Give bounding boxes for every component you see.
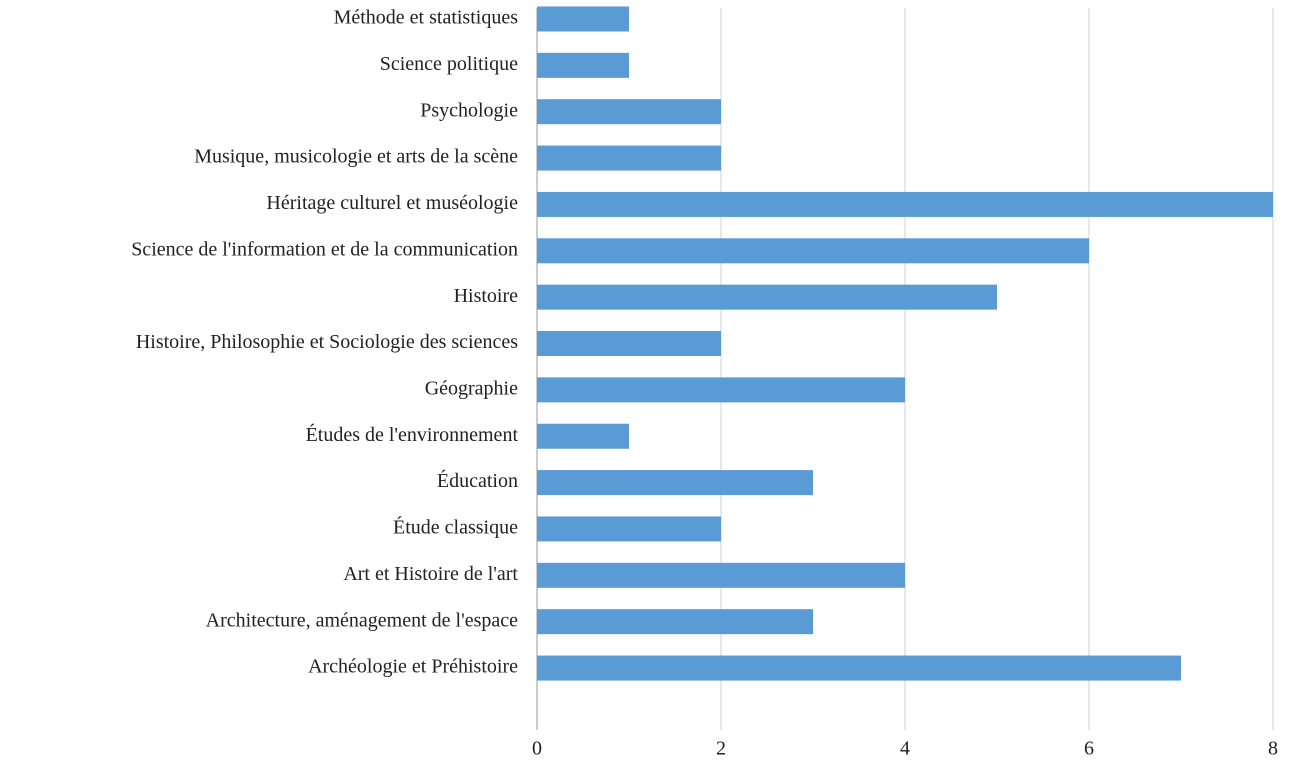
bar bbox=[537, 99, 721, 125]
y-tick-label: Méthode et statistiques bbox=[334, 7, 519, 29]
y-tick-label: Science de l'information et de la commun… bbox=[131, 238, 518, 260]
x-tick-label: 8 bbox=[1268, 738, 1278, 760]
bar bbox=[537, 145, 721, 171]
y-tick-label: Héritage culturel et muséologie bbox=[266, 192, 518, 214]
bar bbox=[537, 331, 721, 357]
bar bbox=[537, 6, 629, 32]
y-tick-label: Histoire, Philosophie et Sociologie des … bbox=[136, 331, 518, 353]
y-tick-label: Géographie bbox=[425, 377, 518, 399]
bar bbox=[537, 562, 905, 588]
x-tick-label: 4 bbox=[900, 738, 910, 760]
y-tick-label: Histoire bbox=[454, 285, 519, 307]
x-tick-label: 6 bbox=[1084, 738, 1094, 760]
y-tick-label: Éducation bbox=[437, 469, 518, 492]
bar bbox=[537, 470, 813, 496]
y-tick-label: Science politique bbox=[380, 53, 518, 75]
y-tick-label: Art et Histoire de l'art bbox=[343, 563, 518, 585]
bar bbox=[537, 423, 629, 449]
bar bbox=[537, 238, 1089, 264]
x-tick-label: 2 bbox=[716, 738, 726, 760]
bar bbox=[537, 609, 813, 635]
y-tick-label: Étude classique bbox=[393, 516, 518, 539]
bar bbox=[537, 52, 629, 78]
bar bbox=[537, 516, 721, 542]
x-tick-label: 0 bbox=[532, 738, 542, 760]
bar bbox=[537, 377, 905, 403]
bar bbox=[537, 191, 1273, 217]
y-tick-label: Archéologie et Préhistoire bbox=[308, 656, 518, 678]
bar bbox=[537, 284, 997, 310]
bar bbox=[537, 655, 1181, 681]
y-tick-label: Architecture, aménagement de l'espace bbox=[206, 609, 518, 631]
y-tick-label: Études de l'environnement bbox=[306, 423, 519, 446]
y-tick-label: Psychologie bbox=[420, 99, 518, 121]
y-tick-label: Musique, musicologie et arts de la scène bbox=[194, 146, 518, 168]
